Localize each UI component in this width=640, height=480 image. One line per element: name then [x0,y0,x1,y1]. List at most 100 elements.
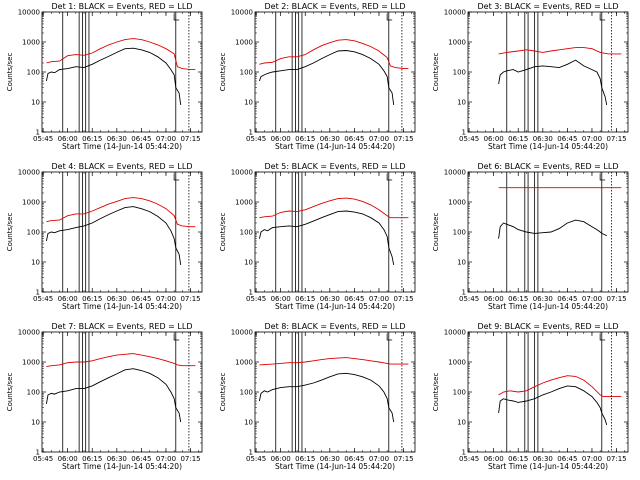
x-tick-label: 06:15 [295,135,315,143]
x-tick-label: 06:45 [131,295,151,303]
flag-marker [386,334,393,341]
lld-series-line [259,357,409,366]
x-tick-label: 06:15 [295,455,315,463]
x-tick-label: 07:00 [369,135,389,143]
detector-panel: Det 3: BLACK = Events, RED = LLD 1 10 100 10… [432,2,629,151]
events-series-line [498,385,608,426]
x-tick-label: 06:30 [107,295,127,303]
x-tick-label: 06:30 [533,295,553,303]
y-tick-label: 10 [457,259,466,267]
y-tick-label: 1000 [22,39,40,47]
lld-series-line [259,197,409,219]
y-tick-label: 10000 [231,169,253,177]
x-axis-label: Start Time (14-Jun-14 05:44:20) [488,462,608,471]
y-tick-label: 10000 [444,9,466,17]
x-axis-label: Start Time (14-Jun-14 05:44:20) [488,142,608,151]
plot-frame [254,11,416,133]
y-tick-label: 10 [31,99,40,107]
plot-frame [41,11,203,133]
x-tick-label: 05:45 [246,295,266,303]
x-tick-label: 06:00 [271,135,291,143]
y-tick-label: 100 [27,69,40,77]
lld-series-line [498,375,622,398]
x-tick-label: 06:30 [107,455,127,463]
y-tick-label: 100 [240,389,253,397]
detector-panel: Det 9: BLACK = Events, RED = LLD 1 10 100 10… [432,322,629,471]
x-tick-label: 06:15 [508,455,528,463]
x-tick-label: 06:15 [82,135,102,143]
x-axis-label: Start Time (14-Jun-14 05:44:20) [488,302,608,311]
panel-title: Det 7: BLACK = Events, RED = LLD [52,322,193,331]
x-tick-label: 06:30 [320,295,340,303]
x-tick-label: 06:00 [58,135,78,143]
events-series-line [498,59,608,105]
x-tick-label: 06:45 [344,455,364,463]
x-axis-label: Start Time (14-Jun-14 05:44:20) [275,462,395,471]
y-axis-label: Counts/sec [219,213,227,252]
y-tick-label: 1 [462,289,466,297]
y-tick-label: 10 [457,419,466,427]
y-tick-label: 10000 [444,169,466,177]
x-tick-label: 06:45 [557,135,577,143]
y-axis-label: Counts/sec [219,373,227,412]
lld-series-line [46,353,196,368]
detector-panel: Det 6: BLACK = Events, RED = LLD 1 10 100 10… [432,162,629,311]
x-tick-label: 06:15 [82,295,102,303]
detector-panel: Det 1: BLACK = Events, RED = LLD 1 10 100 10… [6,2,203,151]
x-tick-label: 07:00 [582,295,602,303]
x-tick-label: 05:45 [246,135,266,143]
x-tick-label: 06:15 [295,295,315,303]
panel-title: Det 3: BLACK = Events, RED = LLD [478,2,619,11]
plot-frame [41,331,203,453]
x-tick-label: 07:15 [393,135,413,143]
flag-marker [173,14,180,21]
flag-marker [386,14,393,21]
lld-series-line [259,39,409,70]
y-tick-label: 100 [240,69,253,77]
y-axis-label: Counts/sec [6,373,14,412]
y-tick-label: 10 [457,99,466,107]
y-tick-label: 10 [244,419,253,427]
y-tick-label: 100 [453,69,466,77]
x-tick-label: 07:15 [180,135,200,143]
events-series-line [258,210,395,265]
events-series-line [258,50,395,105]
x-tick-label: 05:45 [246,455,266,463]
x-tick-label: 06:45 [131,455,151,463]
lld-series-line [46,197,196,228]
y-tick-label: 1 [36,289,40,297]
y-tick-label: 10 [244,99,253,107]
lld-series-line [498,47,622,55]
panel-title: Det 1: BLACK = Events, RED = LLD [52,2,193,11]
x-tick-label: 05:45 [33,135,53,143]
y-axis-label: Counts/sec [6,213,14,252]
x-tick-label: 05:45 [33,295,53,303]
detector-panel: Det 2: BLACK = Events, RED = LLD 1 10 100 10… [219,2,416,151]
y-tick-label: 1000 [235,39,253,47]
y-tick-label: 100 [240,229,253,237]
y-tick-label: 1 [462,129,466,137]
x-tick-label: 07:15 [606,295,626,303]
y-tick-label: 1 [36,449,40,457]
x-tick-label: 06:45 [344,135,364,143]
x-axis-label: Start Time (14-Jun-14 05:44:20) [62,462,182,471]
detector-panel: Det 4: BLACK = Events, RED = LLD 1 10 100 10… [6,162,203,311]
y-tick-label: 10000 [18,169,40,177]
x-tick-label: 07:15 [180,295,200,303]
y-tick-label: 10 [244,259,253,267]
panel-title: Det 5: BLACK = Events, RED = LLD [265,162,406,171]
y-tick-label: 10000 [444,329,466,337]
x-tick-label: 06:00 [484,455,504,463]
x-tick-label: 06:00 [58,295,78,303]
events-series-line [45,47,182,105]
panel-title: Det 6: BLACK = Events, RED = LLD [478,162,619,171]
x-tick-label: 05:45 [459,295,479,303]
x-tick-label: 07:00 [369,295,389,303]
x-tick-label: 07:00 [156,295,176,303]
x-tick-label: 07:00 [582,455,602,463]
plot-frame [254,331,416,453]
x-tick-label: 05:45 [459,135,479,143]
flag-marker [386,174,393,181]
flag-marker [173,334,180,341]
